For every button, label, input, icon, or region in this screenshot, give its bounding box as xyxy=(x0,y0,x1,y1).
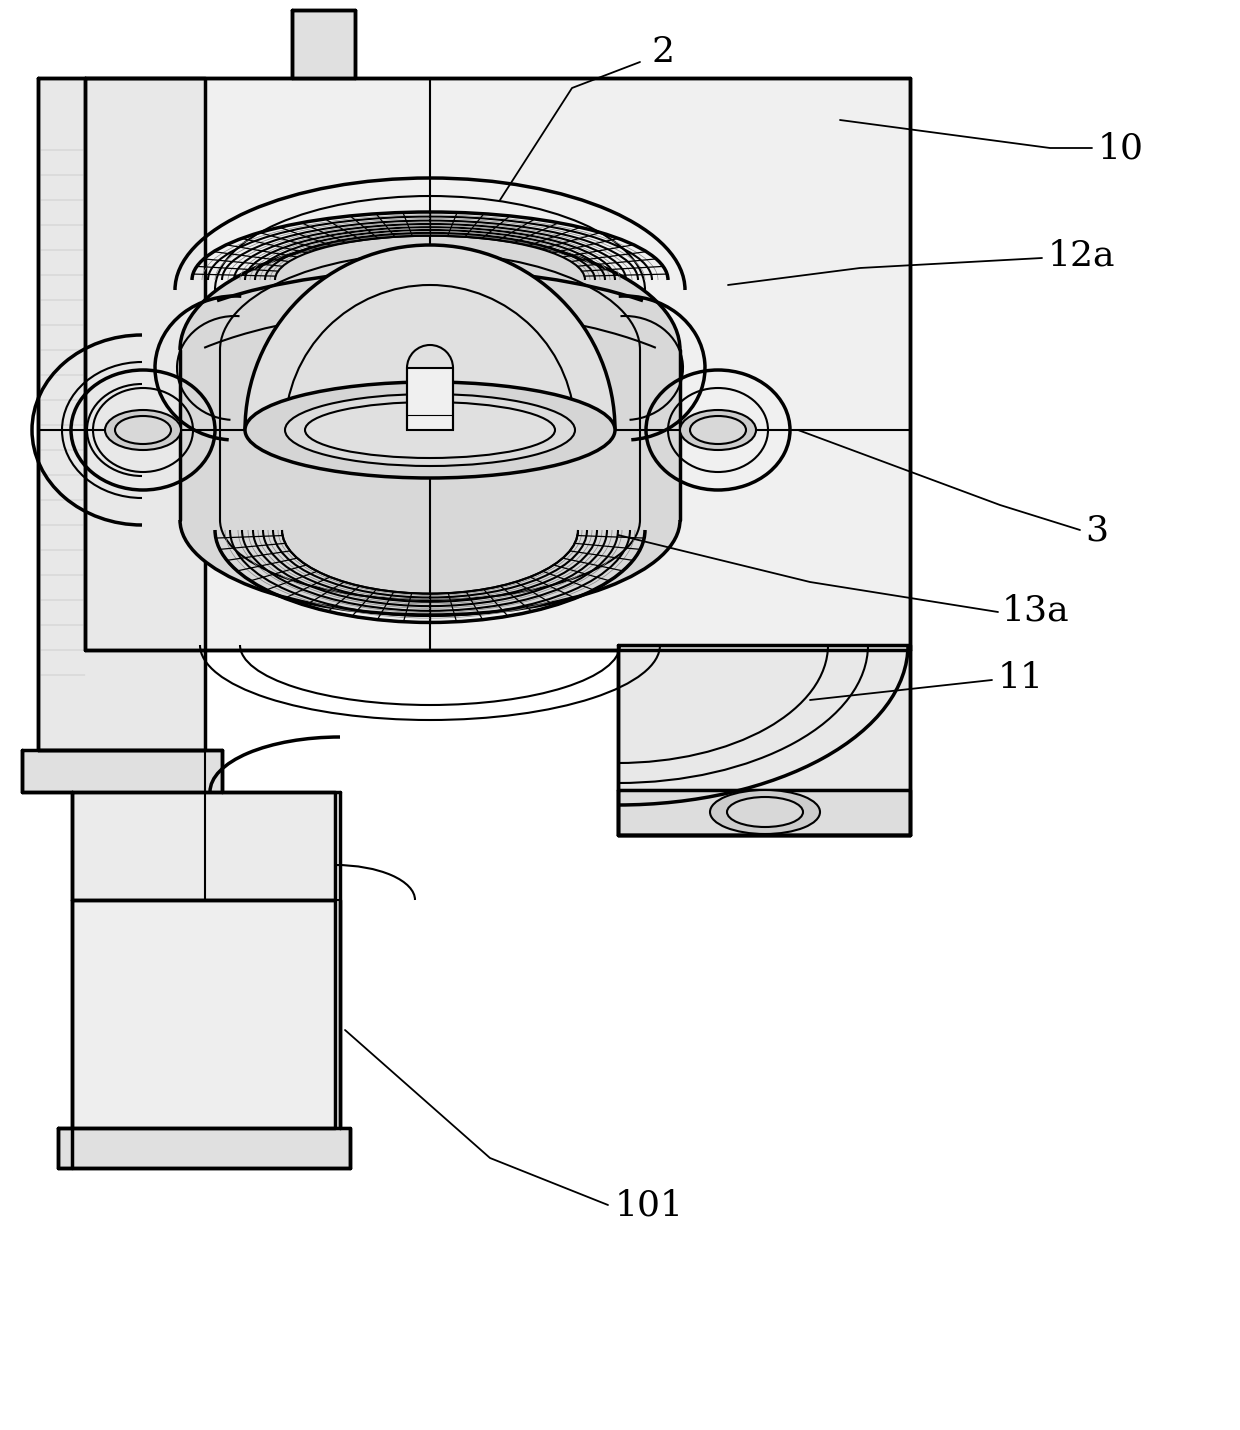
Text: 101: 101 xyxy=(615,1188,684,1223)
Text: 10: 10 xyxy=(1097,132,1145,164)
Polygon shape xyxy=(58,1128,350,1168)
Ellipse shape xyxy=(727,797,804,827)
Text: 13a: 13a xyxy=(1002,593,1070,626)
Polygon shape xyxy=(291,10,355,79)
Polygon shape xyxy=(182,235,678,350)
Ellipse shape xyxy=(246,382,615,478)
Ellipse shape xyxy=(305,402,556,458)
Ellipse shape xyxy=(680,410,756,450)
Polygon shape xyxy=(618,789,910,835)
Polygon shape xyxy=(182,350,678,521)
Text: 2: 2 xyxy=(652,34,675,69)
Polygon shape xyxy=(72,792,335,899)
Text: 11: 11 xyxy=(998,661,1044,695)
Ellipse shape xyxy=(285,395,575,466)
Polygon shape xyxy=(618,645,910,835)
Bar xyxy=(407,368,453,430)
Polygon shape xyxy=(246,245,615,430)
Ellipse shape xyxy=(115,416,171,443)
Polygon shape xyxy=(22,749,222,792)
Ellipse shape xyxy=(105,410,181,450)
Polygon shape xyxy=(38,79,205,749)
Text: 12a: 12a xyxy=(1048,237,1116,272)
Ellipse shape xyxy=(689,416,746,443)
Ellipse shape xyxy=(711,789,820,834)
Polygon shape xyxy=(86,79,910,651)
Text: 3: 3 xyxy=(1085,513,1109,548)
Polygon shape xyxy=(182,521,678,615)
Polygon shape xyxy=(72,899,335,1128)
